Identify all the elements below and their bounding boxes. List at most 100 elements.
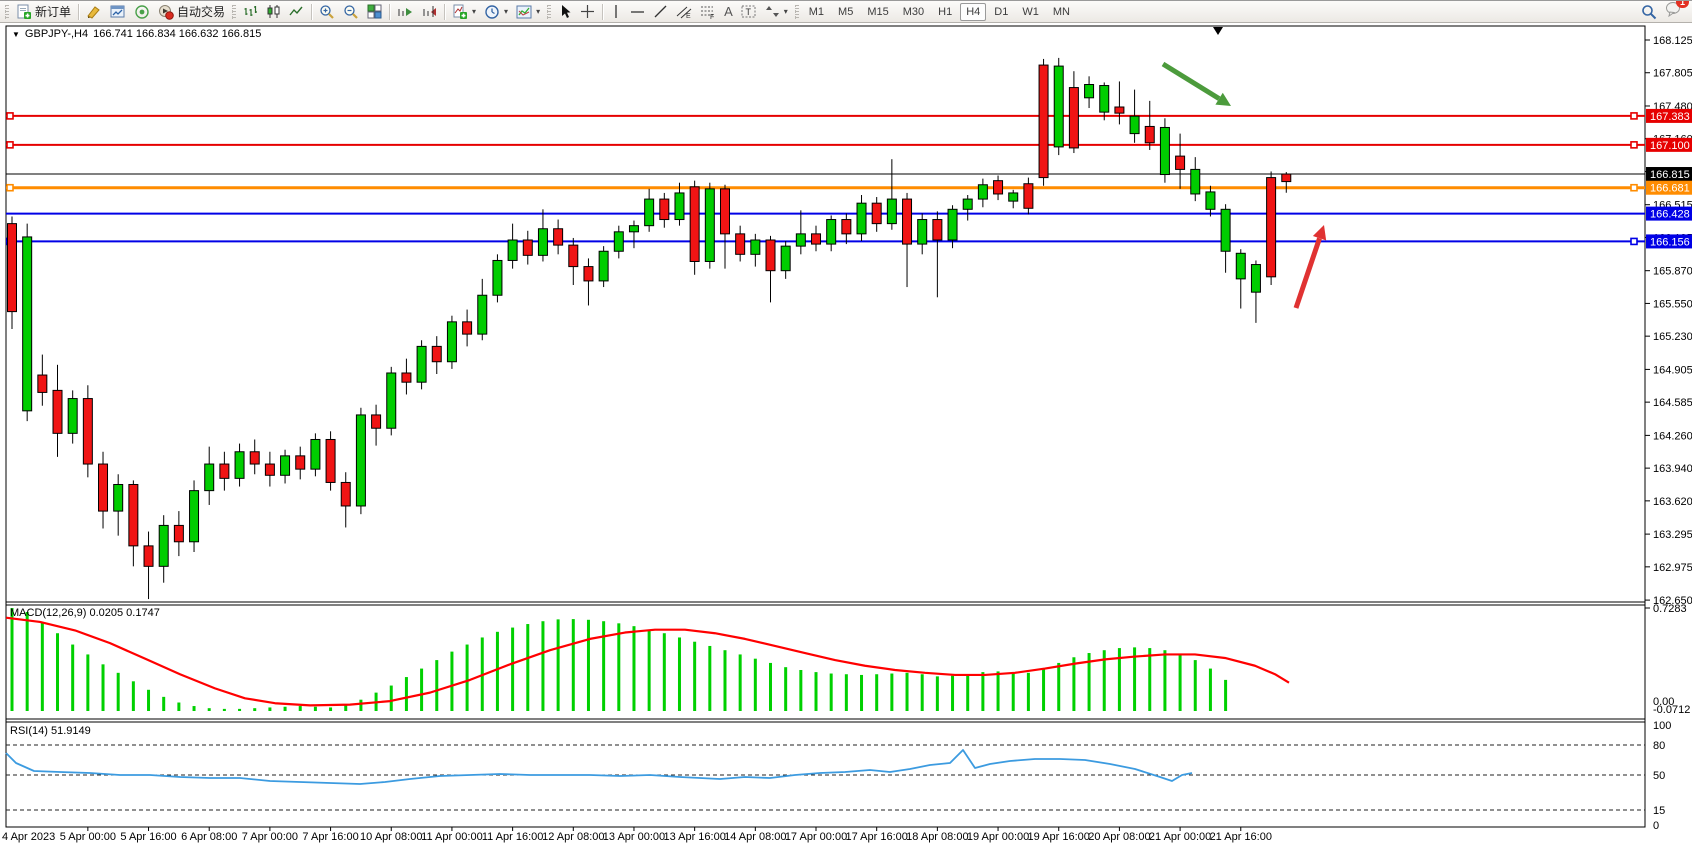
- timeframe-button-w1[interactable]: W1: [1022, 5, 1039, 18]
- price-tick-label: 164.905: [1653, 364, 1692, 376]
- new-order-button[interactable]: 新订单: [12, 2, 75, 22]
- macd-bar: [283, 706, 287, 711]
- chart-shift-marker[interactable]: [1213, 27, 1223, 35]
- cursor-tool-button[interactable]: [554, 2, 576, 22]
- candlestick-button[interactable]: [262, 2, 285, 22]
- toolbar-grip[interactable]: [547, 4, 552, 19]
- hline-marker[interactable]: [1630, 112, 1638, 120]
- metaeditor-button[interactable]: [82, 2, 106, 22]
- timeframe-button-m15[interactable]: M15: [867, 5, 889, 18]
- auto-scroll-button[interactable]: [393, 2, 417, 22]
- timeframe-button-mn[interactable]: MN: [1052, 5, 1070, 18]
- candle-body: [143, 545, 154, 567]
- chart-shift-button[interactable]: [417, 2, 441, 22]
- text-label-tool-button[interactable]: T: [737, 2, 761, 22]
- hline-marker[interactable]: [6, 183, 14, 192]
- toolbar-grip[interactable]: [232, 4, 237, 19]
- zoom-in-button[interactable]: [315, 2, 339, 22]
- macd-bar: [723, 650, 727, 711]
- candle-body: [234, 451, 245, 479]
- macd-bar: [784, 667, 788, 711]
- horizontal-line-tool-button[interactable]: [626, 2, 649, 22]
- macd-bar: [298, 706, 302, 711]
- candle-body: [67, 398, 78, 434]
- date-label: 19 Apr 00:00: [967, 831, 1029, 843]
- search-icon[interactable]: [1641, 4, 1657, 20]
- hline-marker[interactable]: [1630, 183, 1638, 192]
- notifications-button[interactable]: 1: [1665, 1, 1689, 22]
- macd-bar: [951, 675, 955, 711]
- chevron-down-icon: ▾: [783, 7, 788, 16]
- fibonacci-tool-button[interactable]: F: [696, 2, 720, 22]
- macd-bar: [147, 689, 151, 711]
- signals-button[interactable]: [130, 2, 154, 22]
- candle-body: [431, 345, 442, 363]
- candle-body: [1235, 252, 1246, 280]
- macd-bar: [222, 708, 226, 711]
- timeframe-button-h1[interactable]: H1: [938, 5, 953, 18]
- timeframe-button-m5[interactable]: M5: [838, 5, 854, 18]
- macd-label: MACD(12,26,9) 0.0205 0.1747: [10, 607, 160, 619]
- equidistant-channel-tool-button[interactable]: E: [672, 2, 696, 22]
- toolbar-grip[interactable]: [794, 4, 799, 19]
- templates-button[interactable]: ▾: [512, 2, 544, 22]
- candle-body: [1159, 126, 1170, 176]
- bar-chart-button[interactable]: [239, 2, 262, 22]
- hline-marker[interactable]: [6, 112, 14, 120]
- macd-scale-label: -0.0712: [1653, 704, 1690, 716]
- text-tool-icon: A: [724, 4, 733, 19]
- hline-marker[interactable]: [6, 141, 14, 149]
- rsi-scale-label: 80: [1653, 740, 1665, 752]
- toolbar-grip[interactable]: [5, 4, 9, 19]
- hline-marker[interactable]: [1630, 141, 1638, 149]
- green-down-arrow-head[interactable]: [1215, 92, 1231, 106]
- vertical-line-tool-button[interactable]: [606, 2, 626, 22]
- rsi-label: RSI(14) 51.9149: [10, 725, 91, 737]
- text-tool-button[interactable]: A: [720, 2, 737, 22]
- zoom-out-button[interactable]: [339, 2, 363, 22]
- red-up-arrow[interactable]: [1293, 237, 1322, 309]
- timeframe-button-d1[interactable]: D1: [994, 5, 1009, 18]
- price-tick-label: 167.805: [1653, 68, 1692, 80]
- timeframe-button-m30[interactable]: M30: [902, 5, 925, 18]
- line-chart-button[interactable]: [285, 2, 308, 22]
- candle-body: [871, 202, 882, 225]
- auto-scroll-icon: [398, 8, 413, 16]
- green-down-arrow[interactable]: [1161, 61, 1221, 101]
- zoom-out-icon: [344, 4, 358, 19]
- arrows-tool-button[interactable]: ▾: [761, 2, 792, 22]
- auto-trading-button[interactable]: 自动交易: [154, 2, 229, 22]
- hline-marker[interactable]: [1630, 237, 1638, 246]
- notification-badge: 1: [1675, 1, 1689, 8]
- candle-body: [507, 239, 518, 261]
- macd-bar: [420, 668, 424, 711]
- date-label: 17 Apr 00:00: [785, 831, 847, 843]
- candle-body: [52, 389, 63, 434]
- chart-title[interactable]: ▼ GBPJPY-,H4 166.741 166.834 166.632 166…: [12, 28, 261, 40]
- red-up-arrow-head[interactable]: [1312, 225, 1327, 241]
- chart-canvas[interactable]: 168.125167.805167.480167.160166.840166.5…: [0, 23, 1692, 851]
- macd-bar: [738, 654, 742, 711]
- macd-bar: [1026, 672, 1030, 711]
- indicators-button[interactable]: ▾: [448, 2, 480, 22]
- periods-button[interactable]: ▾: [480, 2, 512, 22]
- candle-body: [659, 198, 670, 221]
- candle-body: [735, 233, 746, 255]
- date-label: 4 Apr 2023: [2, 831, 55, 843]
- candle-body: [249, 451, 260, 465]
- macd-bar: [996, 671, 1000, 711]
- trendline-tool-button[interactable]: [649, 2, 672, 22]
- candle-body: [7, 223, 17, 313]
- timeframe-button-h4[interactable]: H4: [960, 2, 987, 21]
- macd-bar: [495, 631, 499, 711]
- macd-bar: [207, 708, 211, 711]
- tile-windows-button[interactable]: [363, 2, 386, 22]
- timeframe-button-m1[interactable]: M1: [808, 5, 825, 18]
- cursor-icon: [562, 5, 571, 18]
- macd-bar: [435, 660, 439, 711]
- candle-body: [113, 483, 124, 512]
- crosshair-tool-button[interactable]: [576, 2, 599, 22]
- metaeditor-icon: [87, 5, 100, 19]
- new-chart-button[interactable]: [106, 2, 130, 22]
- rsi-scale-label: 15: [1653, 805, 1665, 817]
